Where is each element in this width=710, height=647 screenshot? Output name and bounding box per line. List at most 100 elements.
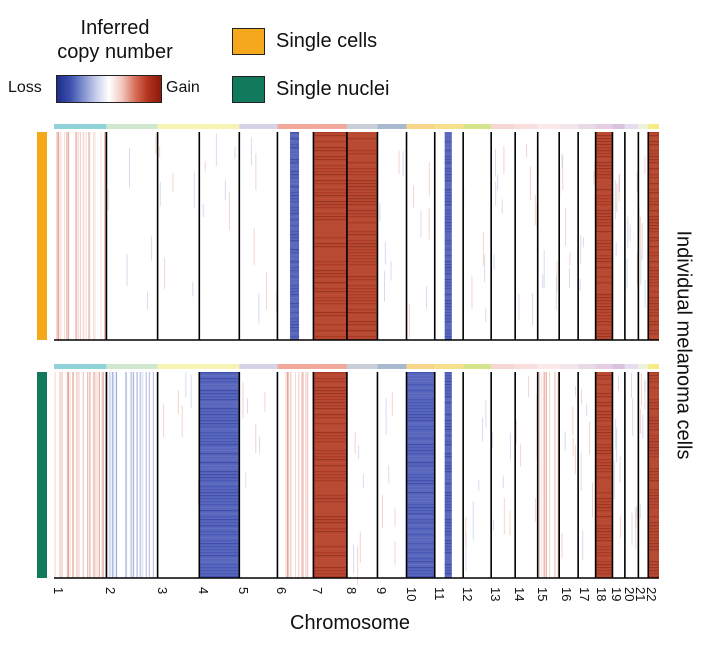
cnv-row: [444, 297, 452, 299]
cnv-row: [406, 528, 435, 530]
cnv-row: [313, 156, 347, 158]
cnv-row: [313, 465, 347, 467]
cnv-row: [199, 486, 240, 488]
cnv-row: [444, 201, 452, 203]
cnv-row: [648, 267, 659, 269]
cnv-row: [648, 153, 659, 155]
cnv-row: [290, 135, 300, 137]
cnv-row: [444, 498, 452, 500]
noise-mark: [485, 400, 487, 429]
cnv-stripe: [77, 132, 79, 340]
cnv-row: [648, 534, 659, 536]
cnv-row: [199, 381, 240, 383]
noise-mark: [259, 436, 261, 453]
single-nuclei-label: Single nuclei: [276, 78, 390, 100]
cnv-row: [648, 525, 659, 527]
cnv-row: [406, 444, 435, 446]
cnv-row: [648, 147, 659, 149]
cnv-stripe: [109, 372, 111, 578]
cnv-row: [346, 297, 378, 299]
cnv-row: [346, 183, 378, 185]
cnv-row: [290, 261, 300, 263]
cnv-row: [595, 237, 613, 239]
cnv-row: [346, 288, 378, 290]
cnv-row: [595, 399, 613, 401]
cnv-row: [595, 570, 613, 572]
cnv-row: [595, 555, 613, 557]
cnv-row: [648, 162, 659, 164]
cnv-row: [444, 396, 452, 398]
chromosome-label: 13: [488, 587, 504, 602]
cnv-row: [595, 168, 613, 170]
cnv-row: [199, 402, 240, 404]
cnv-row: [444, 381, 452, 383]
cnv-stripe: [67, 372, 69, 578]
noise-mark: [619, 456, 621, 483]
cnv-row: [595, 213, 613, 215]
cnv-row: [595, 408, 613, 410]
noise-mark: [354, 432, 356, 455]
cnv-row: [648, 507, 659, 509]
cnv-row: [648, 279, 659, 281]
cnv-row: [595, 153, 613, 155]
cnv-row: [290, 171, 300, 173]
cnv-row: [313, 198, 347, 200]
chromosome-label: 11: [431, 587, 447, 601]
cnv-row: [406, 537, 435, 539]
cnv-row: [444, 426, 452, 428]
cnv-row: [648, 564, 659, 566]
cnv-row: [444, 330, 452, 332]
cnv-row: [595, 387, 613, 389]
cnv-row: [313, 216, 347, 218]
cnv-row: [595, 177, 613, 179]
cnv-row: [444, 153, 452, 155]
cnv-row: [346, 282, 378, 284]
cnv-block: [444, 132, 452, 340]
cnv-row: [444, 204, 452, 206]
cnv-row: [290, 144, 300, 146]
cnv-row: [648, 291, 659, 293]
cnv-row: [444, 546, 452, 548]
noise-mark: [151, 236, 153, 261]
cnv-row: [290, 276, 300, 278]
cnv-row: [648, 171, 659, 173]
cnv-row: [648, 570, 659, 572]
cnv-stripe: [63, 132, 65, 340]
cnv-row: [313, 333, 347, 335]
cnv-row: [444, 192, 452, 194]
cnv-row: [595, 489, 613, 491]
chromosome-band: [537, 124, 560, 129]
copy-number-colorbar: [56, 75, 162, 103]
cnv-row: [313, 228, 347, 230]
cnv-row: [595, 465, 613, 467]
cnv-row: [595, 225, 613, 227]
noise-mark: [586, 403, 588, 417]
cnv-row: [648, 300, 659, 302]
cnv-row: [313, 414, 347, 416]
cnv-row: [313, 513, 347, 515]
cnv-row: [648, 519, 659, 521]
cnv-row: [199, 459, 240, 461]
cnv-block: [290, 132, 300, 340]
noise-mark: [126, 254, 128, 287]
cnv-row: [199, 447, 240, 449]
cnv-row: [595, 393, 613, 395]
cnv-row: [444, 504, 452, 506]
cnv-row: [595, 492, 613, 494]
cnv-row: [199, 531, 240, 533]
cnv-row: [313, 288, 347, 290]
cnv-row: [444, 279, 452, 281]
chromosome-band: [239, 364, 278, 369]
cnv-row: [595, 255, 613, 257]
cnv-row: [346, 201, 378, 203]
noise-mark: [147, 291, 149, 310]
cnv-row: [595, 270, 613, 272]
cnv-row: [313, 144, 347, 146]
chromosome-label: 10: [403, 587, 419, 602]
cnv-row: [406, 465, 435, 467]
noise-mark: [626, 258, 628, 289]
cnv-row: [595, 402, 613, 404]
cnv-row: [346, 270, 378, 272]
cnv-row: [290, 270, 300, 272]
cnv-row: [406, 414, 435, 416]
